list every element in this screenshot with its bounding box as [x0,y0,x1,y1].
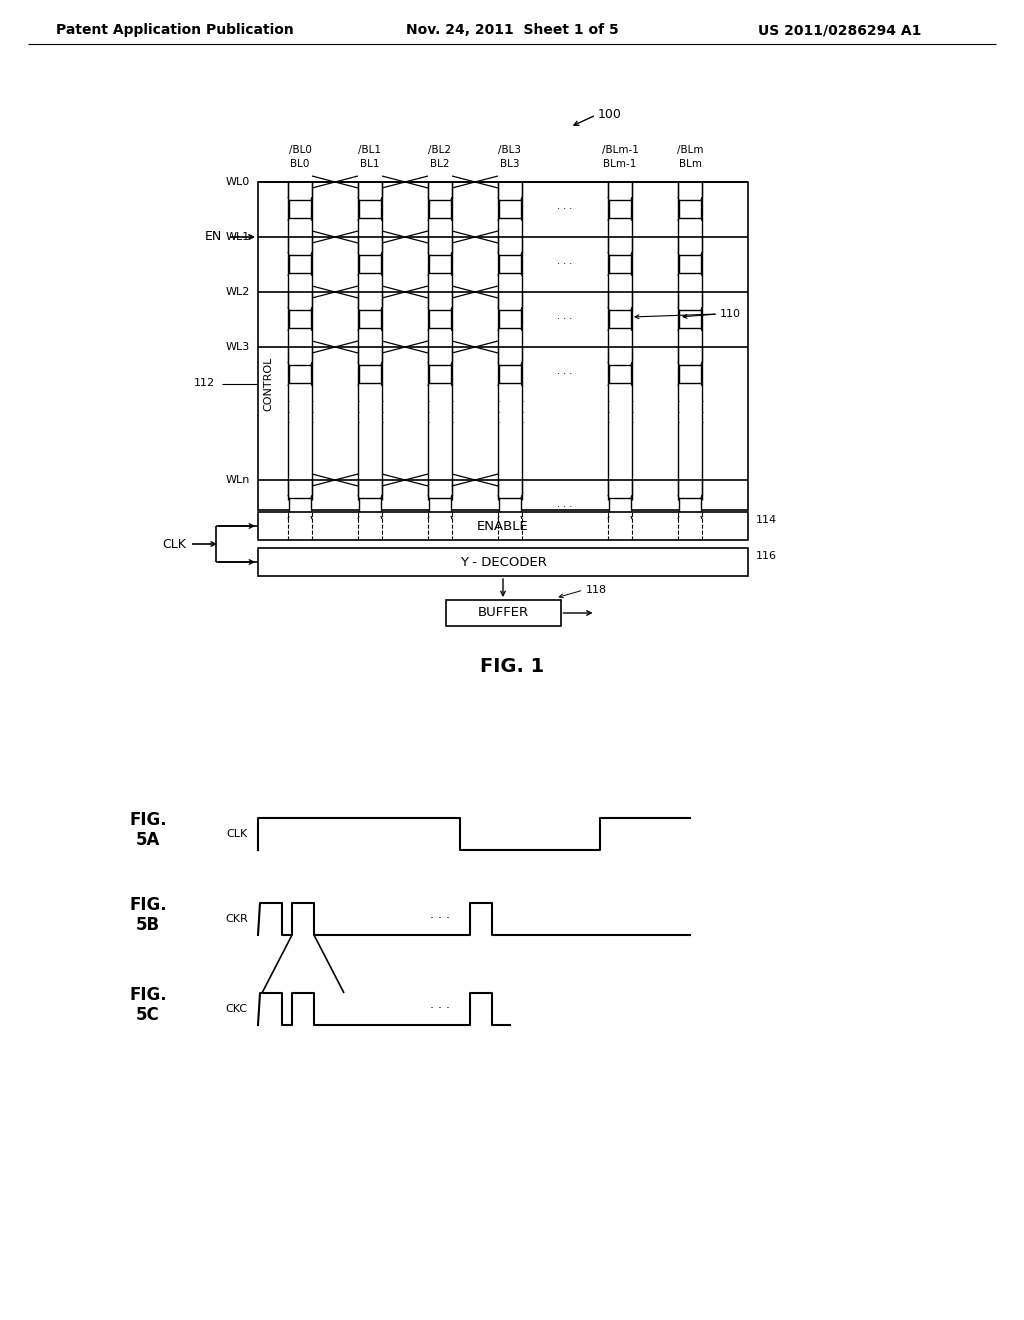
Bar [289,201,311,218]
Text: /BLm: /BLm [677,145,703,154]
Bar [609,366,631,383]
Text: CKC: CKC [226,1005,248,1014]
Text: 116: 116 [756,550,777,561]
Text: · · ·: · · · [430,912,450,925]
Text: ·
·
·: · · · [310,399,313,429]
Text: · · ·: · · · [557,314,572,323]
Text: WL1: WL1 [225,232,250,242]
Bar [429,201,451,218]
Text: 5B: 5B [136,916,160,935]
Text: ·
·
·: · · · [381,399,383,429]
Bar [359,255,381,273]
Bar [429,310,451,327]
Bar [679,201,701,218]
Bar [258,512,748,540]
Text: 5C: 5C [136,1006,160,1024]
Text: BL3: BL3 [501,158,520,169]
Bar [609,255,631,273]
Text: · · ·: · · · [557,259,572,269]
Bar [499,366,521,383]
Bar [499,310,521,327]
Text: Y - DECODER: Y - DECODER [460,556,547,569]
Text: BL0: BL0 [291,158,309,169]
Text: US 2011/0286294 A1: US 2011/0286294 A1 [759,22,922,37]
Bar [679,310,701,327]
Text: FIG.: FIG. [129,896,167,913]
Bar [289,498,311,516]
Bar [289,310,311,327]
Bar [429,498,451,516]
Text: BLm: BLm [679,158,701,169]
Text: ·
·
·: · · · [677,399,679,429]
Text: CONTROL: CONTROL [263,356,273,411]
Bar [609,498,631,516]
Text: /BL2: /BL2 [428,145,452,154]
Bar [499,255,521,273]
Text: 114: 114 [756,515,777,525]
Text: BLm-1: BLm-1 [603,158,637,169]
Text: /BL1: /BL1 [358,145,382,154]
Text: 5A: 5A [136,832,160,849]
Text: Nov. 24, 2011  Sheet 1 of 5: Nov. 24, 2011 Sheet 1 of 5 [406,22,618,37]
Text: WLn: WLn [225,475,250,484]
Text: FIG. 1: FIG. 1 [480,656,544,676]
Bar [289,366,311,383]
Bar [359,201,381,218]
Bar [499,498,521,516]
Text: ·
·
·: · · · [427,399,429,429]
Text: ENABLE: ENABLE [477,520,528,532]
Text: WL3: WL3 [225,342,250,352]
Text: · · ·: · · · [557,205,572,214]
Text: ·
·
·: · · · [287,399,290,429]
Text: · · ·: · · · [430,1002,450,1015]
Text: ·
·
·: · · · [520,399,523,429]
Text: ·
·
·: · · · [497,399,500,429]
Bar [679,498,701,516]
Text: ·
·
·: · · · [606,399,609,429]
Text: 112: 112 [194,379,215,388]
Text: BL2: BL2 [430,158,450,169]
Text: BL1: BL1 [360,158,380,169]
Bar [359,310,381,327]
Bar [258,548,748,576]
Text: FIG.: FIG. [129,986,167,1005]
Bar [609,310,631,327]
Text: · · ·: · · · [557,502,572,512]
Text: ·
·
·: · · · [700,399,703,429]
Bar [429,255,451,273]
Text: /BL0: /BL0 [289,145,311,154]
Bar [429,366,451,383]
Text: CKR: CKR [225,913,248,924]
Bar [499,201,521,218]
Text: WL0: WL0 [225,177,250,187]
Bar [445,601,560,626]
Text: ·
·
·: · · · [356,399,359,429]
Text: ·
·
·: · · · [451,399,454,429]
Bar [289,255,311,273]
Text: · · ·: · · · [557,370,572,379]
Text: BUFFER: BUFFER [477,606,528,619]
Text: Patent Application Publication: Patent Application Publication [56,22,294,37]
Text: /BL3: /BL3 [499,145,521,154]
Text: CLK: CLK [162,537,186,550]
Text: ·
·
·: · · · [631,399,633,429]
Bar [258,182,748,510]
Text: WL2: WL2 [225,286,250,297]
Text: EN: EN [205,231,222,243]
Bar [359,366,381,383]
Bar [609,201,631,218]
Text: FIG.: FIG. [129,810,167,829]
Bar [679,366,701,383]
Text: CLK: CLK [226,829,248,840]
Text: 110: 110 [720,309,741,319]
Text: /BLm-1: /BLm-1 [601,145,638,154]
Text: 118: 118 [586,585,606,595]
Bar [359,498,381,516]
Bar [679,255,701,273]
Text: 100: 100 [598,107,622,120]
